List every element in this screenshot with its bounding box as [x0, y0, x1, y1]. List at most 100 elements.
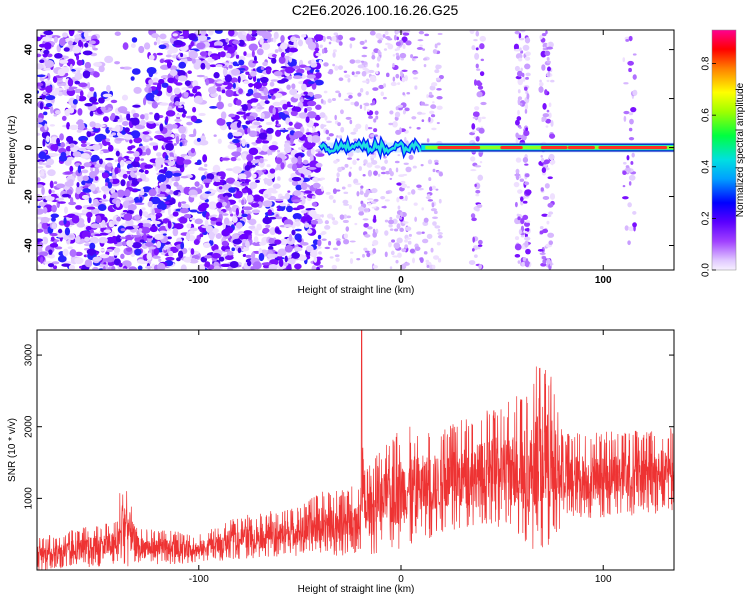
heatmap-cell [402, 92, 405, 96]
heatmap-cell [130, 130, 141, 139]
heatmap-cell [347, 157, 352, 160]
heatmap-cell [347, 77, 351, 83]
heatmap-cell [131, 160, 140, 168]
heatmap-cell [83, 31, 89, 39]
heatmap-cell [305, 132, 313, 136]
heatmap-cell [307, 134, 312, 143]
heatmap-cell [297, 254, 307, 261]
heatmap-cell [479, 35, 486, 42]
heatmap-cell [51, 222, 57, 229]
heatmap-cell [423, 251, 428, 255]
heatmap-cell [116, 216, 121, 222]
heatmap-cell [215, 64, 223, 68]
heatmap-cell [382, 34, 386, 38]
heatmap-cell [280, 66, 288, 69]
heatmap-cell [546, 60, 551, 64]
heatmap-cell [544, 183, 550, 189]
heatmap-cell [89, 183, 96, 192]
heatmap-cell [349, 37, 356, 41]
heatmap-cell [232, 138, 240, 144]
heatmap-cell [279, 238, 288, 246]
heatmap-cell [265, 68, 272, 75]
heatmap-cell [151, 208, 155, 216]
heatmap-cell [546, 109, 550, 113]
heatmap-cell [66, 121, 70, 130]
heatmap-cell [362, 218, 369, 221]
heatmap-cell [622, 57, 626, 63]
heatmap-cell [219, 179, 225, 183]
heatmap-cell [430, 104, 437, 109]
heatmap-cell [280, 52, 285, 58]
heatmap-cell [213, 134, 217, 137]
heatmap-cell [174, 118, 182, 122]
heatmap-cell [384, 219, 389, 223]
heatmap-cell [293, 40, 298, 48]
heatmap-cell [359, 104, 363, 109]
zero-line-peak [500, 145, 523, 150]
heatmap-cell [323, 47, 328, 50]
heatmap-cell [258, 132, 268, 140]
heatmap-cell [343, 191, 349, 195]
heatmap-cell [359, 190, 364, 195]
heatmap-cell [298, 168, 309, 174]
heatmap-cell [145, 92, 155, 101]
heatmap-cell [156, 203, 164, 210]
heatmap-cell [153, 112, 160, 121]
heatmap-cell [139, 239, 145, 243]
heatmap-cell [145, 148, 151, 156]
heatmap-cell [426, 138, 430, 143]
heatmap-cell [287, 51, 293, 57]
heatmap-cell [428, 91, 433, 96]
heatmap-cell [97, 203, 107, 211]
heatmap-cell [354, 222, 358, 226]
heatmap-cell [285, 205, 294, 213]
heatmap-cell [414, 85, 418, 90]
heatmap-cell [430, 114, 436, 118]
heatmap-cell [344, 163, 349, 168]
zero-line-peak [637, 145, 668, 150]
heatmap-cell [256, 78, 261, 83]
heatmap-cell [68, 234, 75, 238]
heatmap-cell [133, 137, 143, 144]
heatmap-cell [279, 42, 288, 50]
colorbar-tick-label: 0.4 [701, 159, 712, 173]
heatmap-cell [433, 210, 438, 215]
heatmap-cell [326, 36, 332, 40]
heatmap-cell [105, 138, 110, 142]
heatmap-cell [189, 217, 196, 221]
heatmap-cell [45, 164, 52, 168]
heatmap-cell [237, 231, 245, 234]
heatmap-cell [74, 67, 83, 71]
heatmap-cell [66, 189, 73, 196]
heatmap-cell [137, 259, 145, 264]
heatmap-cell [71, 215, 80, 224]
heatmap-cell [180, 242, 185, 250]
heatmap-cell [304, 222, 310, 228]
heatmap-cell [78, 147, 87, 152]
heatmap-cell [297, 155, 303, 165]
heatmap-cell [272, 101, 281, 107]
heatmap-cell [550, 79, 555, 83]
heatmap-cell [37, 223, 42, 229]
heatmap-cell [332, 63, 336, 67]
heatmap-cell [320, 124, 327, 127]
heatmap-cell [628, 67, 632, 73]
heatmap-cell [188, 247, 192, 251]
heatmap-cell [294, 228, 302, 232]
heatmap-cell [409, 248, 416, 254]
heatmap-cell [51, 217, 56, 222]
heatmap-cell [359, 87, 364, 93]
heatmap-cell [171, 198, 176, 205]
heatmap-cell [275, 216, 283, 220]
heatmap-cell [67, 179, 74, 185]
heatmap-cell [297, 39, 304, 47]
heatmap-cell [341, 186, 346, 190]
heatmap-cell [61, 263, 72, 267]
heatmap-cell [525, 220, 531, 223]
heatmap-cell [79, 265, 83, 269]
heatmap-cell [256, 30, 267, 36]
heatmap-cell [362, 67, 368, 71]
heatmap-cell [418, 30, 425, 35]
heatmap-cell [245, 240, 250, 249]
